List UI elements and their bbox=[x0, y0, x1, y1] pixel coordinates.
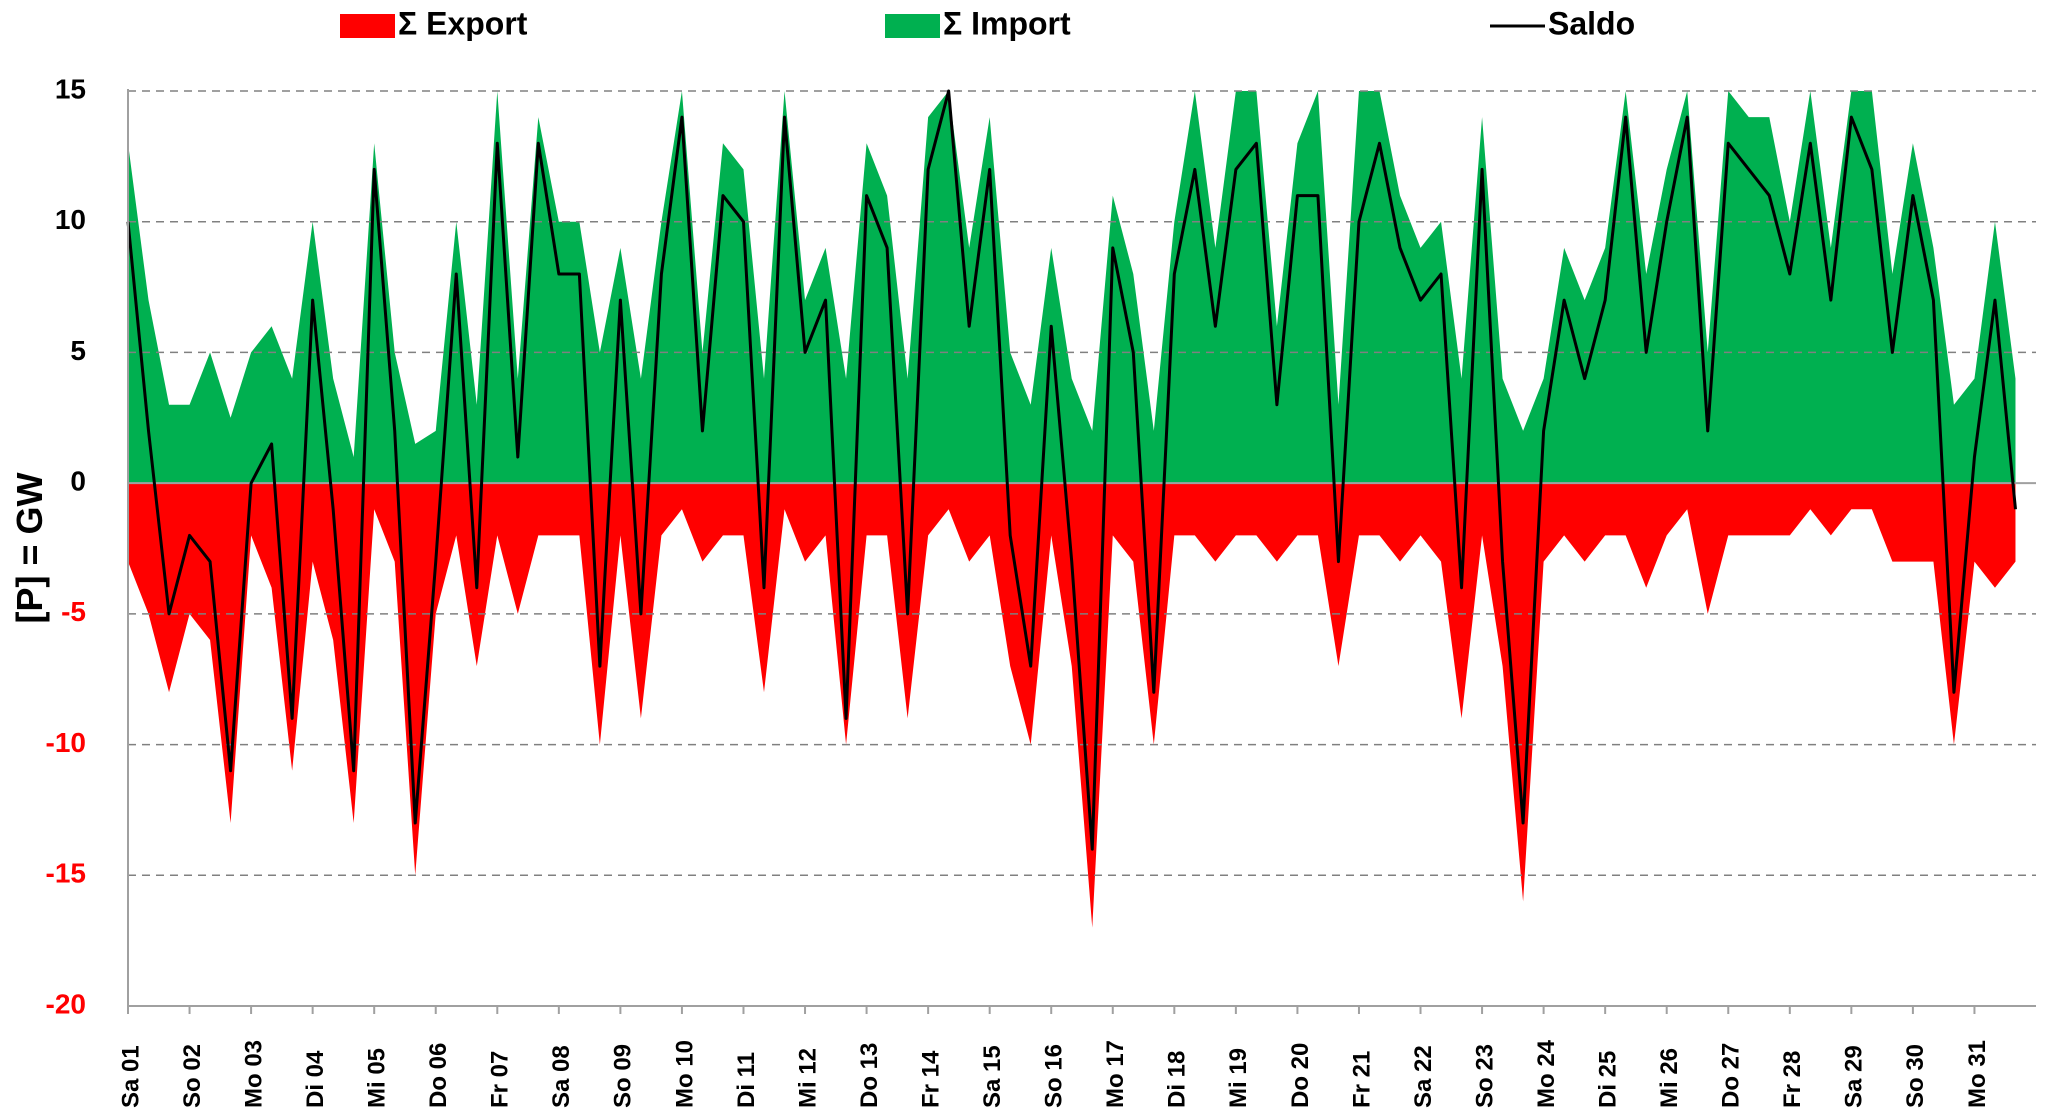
x-tick-label: So 30 bbox=[1902, 1044, 1929, 1108]
x-tick-label: Sa 22 bbox=[1410, 1045, 1437, 1108]
x-tick-label: Mo 31 bbox=[1964, 1040, 1991, 1108]
x-tick-label: Mo 17 bbox=[1102, 1040, 1129, 1108]
y-tick-label: 15 bbox=[55, 73, 86, 104]
x-tick-label: Fr 28 bbox=[1779, 1051, 1806, 1108]
x-tick-label: Mo 24 bbox=[1533, 1039, 1560, 1108]
x-tick-label: Do 13 bbox=[856, 1043, 883, 1108]
y-tick-label: 0 bbox=[70, 466, 86, 497]
x-tick-label: Do 27 bbox=[1718, 1043, 1745, 1108]
legend-label: Σ Import bbox=[943, 5, 1071, 41]
x-tick-label: Di 25 bbox=[1595, 1051, 1622, 1108]
x-tick-label: So 23 bbox=[1471, 1044, 1498, 1108]
x-tick-label: Mo 03 bbox=[240, 1040, 267, 1108]
x-tick-label: Fr 14 bbox=[917, 1050, 944, 1108]
y-tick-label: -15 bbox=[46, 858, 86, 889]
x-tick-label: Fr 07 bbox=[487, 1051, 514, 1108]
x-tick-label: Mi 05 bbox=[364, 1048, 391, 1108]
legend-label: Saldo bbox=[1548, 5, 1635, 41]
y-tick-label: -10 bbox=[46, 727, 86, 758]
y-tick-label: -5 bbox=[61, 596, 86, 627]
y-tick-label: 5 bbox=[70, 335, 86, 366]
x-tick-label: Di 18 bbox=[1164, 1051, 1191, 1108]
x-tick-label: Sa 01 bbox=[117, 1045, 144, 1108]
y-tick-label: -20 bbox=[46, 988, 86, 1019]
y-axis-label: [P] = GW bbox=[9, 472, 50, 623]
x-tick-label: Mi 12 bbox=[794, 1048, 821, 1108]
legend-label: Σ Export bbox=[398, 5, 528, 41]
x-tick-label: Do 20 bbox=[1287, 1043, 1314, 1108]
x-tick-label: Sa 15 bbox=[979, 1045, 1006, 1108]
x-tick-label: Do 06 bbox=[425, 1043, 452, 1108]
x-tick-label: So 02 bbox=[179, 1044, 206, 1108]
x-tick-label: Mo 10 bbox=[671, 1040, 698, 1108]
area bbox=[128, 483, 2016, 928]
x-tick-label: So 09 bbox=[610, 1044, 637, 1108]
x-tick-label: Di 04 bbox=[302, 1050, 329, 1108]
x-tick-label: Sa 08 bbox=[548, 1045, 575, 1108]
x-tick-label: Sa 29 bbox=[1841, 1045, 1868, 1108]
legend-swatch bbox=[340, 14, 395, 38]
legend-swatch bbox=[885, 14, 940, 38]
line bbox=[126, 89, 2017, 851]
x-tick-label: Fr 21 bbox=[1348, 1051, 1375, 1108]
x-tick-label: So 16 bbox=[1041, 1044, 1068, 1108]
x-tick-label: Mi 26 bbox=[1656, 1048, 1683, 1108]
x-tick-label: Mi 19 bbox=[1225, 1048, 1252, 1108]
y-tick-label: 10 bbox=[55, 204, 86, 235]
area bbox=[128, 91, 2016, 484]
x-tick-label: Di 11 bbox=[733, 1052, 760, 1108]
